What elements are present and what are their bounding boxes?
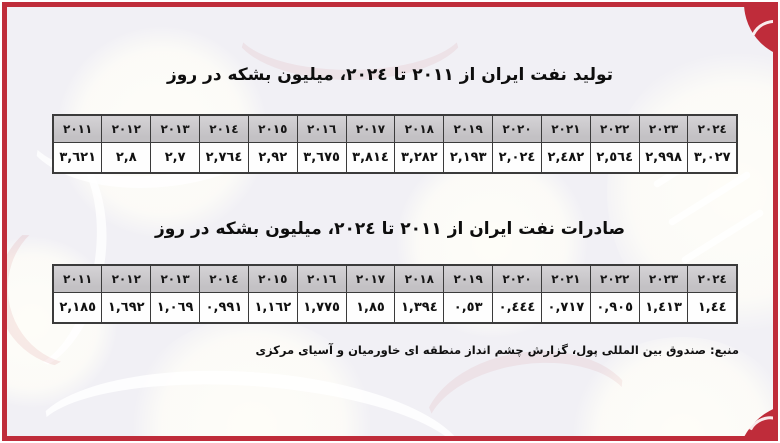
value-cell: ٢,٩٩٨ bbox=[638, 142, 689, 174]
year-header-row: ٢٠١١ ٢٠١٢ ٢٠١٣ ٢٠١٤ ٢٠١٥ ٢٠١٦ ٢٠١٧ ٢٠١٨ ٢٠١٩ ٢٠٢٠… bbox=[52, 264, 738, 293]
value-cell: ١,٦٩٢ bbox=[101, 292, 152, 324]
year-header-cell: ٢٠٢٢ bbox=[589, 264, 640, 293]
value-cell: ٣,٦٢١ bbox=[52, 142, 103, 174]
exports-table-title: صادرات نفت ایران از ٢٠١١ تا ٢٠٢٤، میلیون… bbox=[154, 219, 626, 239]
value-cell: ٢,١٩٣ bbox=[443, 142, 494, 174]
value-cell: ١,٧٧٥ bbox=[296, 292, 347, 324]
year-header-cell: ٢٠١٦ bbox=[296, 114, 347, 143]
production-table: ٢٠١١ ٢٠١٢ ٢٠١٣ ٢٠١٤ ٢٠١٥ ٢٠١٦ ٢٠١٧ ٢٠١٨ ٢٠١٩ ٢٠٢٠… bbox=[52, 114, 738, 174]
year-header-cell: ٢٠٢٢ bbox=[589, 114, 640, 143]
year-header-cell: ٢٠١٩ bbox=[443, 114, 494, 143]
value-cell: ٣,٢٨٢ bbox=[394, 142, 445, 174]
year-header-cell: ٢٠١٣ bbox=[150, 264, 201, 293]
year-header-cell: ٢٠١٧ bbox=[345, 114, 396, 143]
value-cell: ١,٠٦٩ bbox=[150, 292, 201, 324]
value-cell: ٢,٩٢ bbox=[247, 142, 298, 174]
value-cell: ٢,٧٦٤ bbox=[199, 142, 249, 174]
year-header-cell: ٢٠١٦ bbox=[296, 264, 347, 293]
value-cell: ١,٤٤ bbox=[687, 292, 738, 324]
value-cell: ٢,٠٢٤ bbox=[492, 142, 542, 174]
year-header-cell: ٢٠٢٣ bbox=[638, 264, 689, 293]
value-row: ٣,٦٢١ ٢,٨ ٢,٧ ٢,٧٦٤ ٢,٩٢ ٣,٦٧٥ ٣,٨١٤ ٣,٢٨٢ ٢,١٩٣… bbox=[52, 142, 738, 174]
year-header-cell: ٢٠١٥ bbox=[247, 114, 298, 143]
value-cell: ٣,٨١٤ bbox=[345, 142, 396, 174]
value-cell: ٠,٧١٧ bbox=[540, 292, 591, 324]
value-cell: ١,٣٩٤ bbox=[394, 292, 445, 324]
year-header-row: ٢٠١١ ٢٠١٢ ٢٠١٣ ٢٠١٤ ٢٠١٥ ٢٠١٦ ٢٠١٧ ٢٠١٨ ٢٠١٩ ٢٠٢٠… bbox=[52, 114, 738, 143]
year-header-cell: ٢٠١٥ bbox=[247, 264, 298, 293]
year-header-cell: ٢٠٢٠ bbox=[492, 114, 542, 143]
year-header-cell: ٢٠٢١ bbox=[540, 264, 591, 293]
source-note: منبع: صندوق بین المللی پول، گزارش چشم ان… bbox=[255, 343, 739, 357]
year-header-cell: ٢٠١٨ bbox=[394, 264, 445, 293]
year-header-cell: ٢٠١٧ bbox=[345, 264, 396, 293]
value-cell: ٢,١٨٥ bbox=[52, 292, 103, 324]
watermark-calligraphy-stroke bbox=[232, 7, 468, 80]
value-cell: ٠,٩٩١ bbox=[199, 292, 249, 324]
value-cell: ٢,٤٨٢ bbox=[540, 142, 591, 174]
value-cell: ٢,٥٦٤ bbox=[589, 142, 640, 174]
value-cell: ٣,٠٢٧ bbox=[687, 142, 738, 174]
year-header-cell: ٢٠٢٠ bbox=[492, 264, 542, 293]
production-table-title: تولید نفت ایران از ٢٠١١ تا ٢٠٢٤، میلیون … bbox=[166, 65, 614, 85]
year-header-cell: ٢٠١٤ bbox=[199, 264, 249, 293]
value-cell: ٢,٧ bbox=[150, 142, 201, 174]
year-header-cell: ٢٠١٩ bbox=[443, 264, 494, 293]
exports-table: ٢٠١١ ٢٠١٢ ٢٠١٣ ٢٠١٤ ٢٠١٥ ٢٠١٦ ٢٠١٧ ٢٠١٨ ٢٠١٩ ٢٠٢٠… bbox=[52, 264, 738, 324]
year-header-cell: ٢٠١١ bbox=[52, 264, 103, 293]
value-cell: ٠,٥٣ bbox=[443, 292, 494, 324]
year-header-cell: ٢٠١١ bbox=[52, 114, 103, 143]
value-cell: ٠,٩٠٥ bbox=[589, 292, 640, 324]
value-cell: ١,٤١٣ bbox=[638, 292, 689, 324]
year-header-cell: ٢٠٢٣ bbox=[638, 114, 689, 143]
year-header-cell: ٢٠١٢ bbox=[101, 264, 152, 293]
year-header-cell: ٢٠٢٤ bbox=[687, 114, 738, 143]
value-cell: ٠,٤٤٤ bbox=[492, 292, 542, 324]
year-header-cell: ٢٠١٤ bbox=[199, 114, 249, 143]
year-header-cell: ٢٠١٣ bbox=[150, 114, 201, 143]
year-header-cell: ٢٠١٨ bbox=[394, 114, 445, 143]
year-header-cell: ٢٠١٢ bbox=[101, 114, 152, 143]
value-row: ٢,١٨٥ ١,٦٩٢ ١,٠٦٩ ٠,٩٩١ ١,١٦٢ ١,٧٧٥ ١,٨٥ ١,٣٩٤ ٠… bbox=[52, 292, 738, 324]
value-cell: ١,٨٥ bbox=[345, 292, 396, 324]
year-header-cell: ٢٠٢١ bbox=[540, 114, 591, 143]
year-header-cell: ٢٠٢٤ bbox=[687, 264, 738, 293]
value-cell: ٣,٦٧٥ bbox=[296, 142, 347, 174]
value-cell: ٢,٨ bbox=[101, 142, 152, 174]
value-cell: ١,١٦٢ bbox=[247, 292, 298, 324]
